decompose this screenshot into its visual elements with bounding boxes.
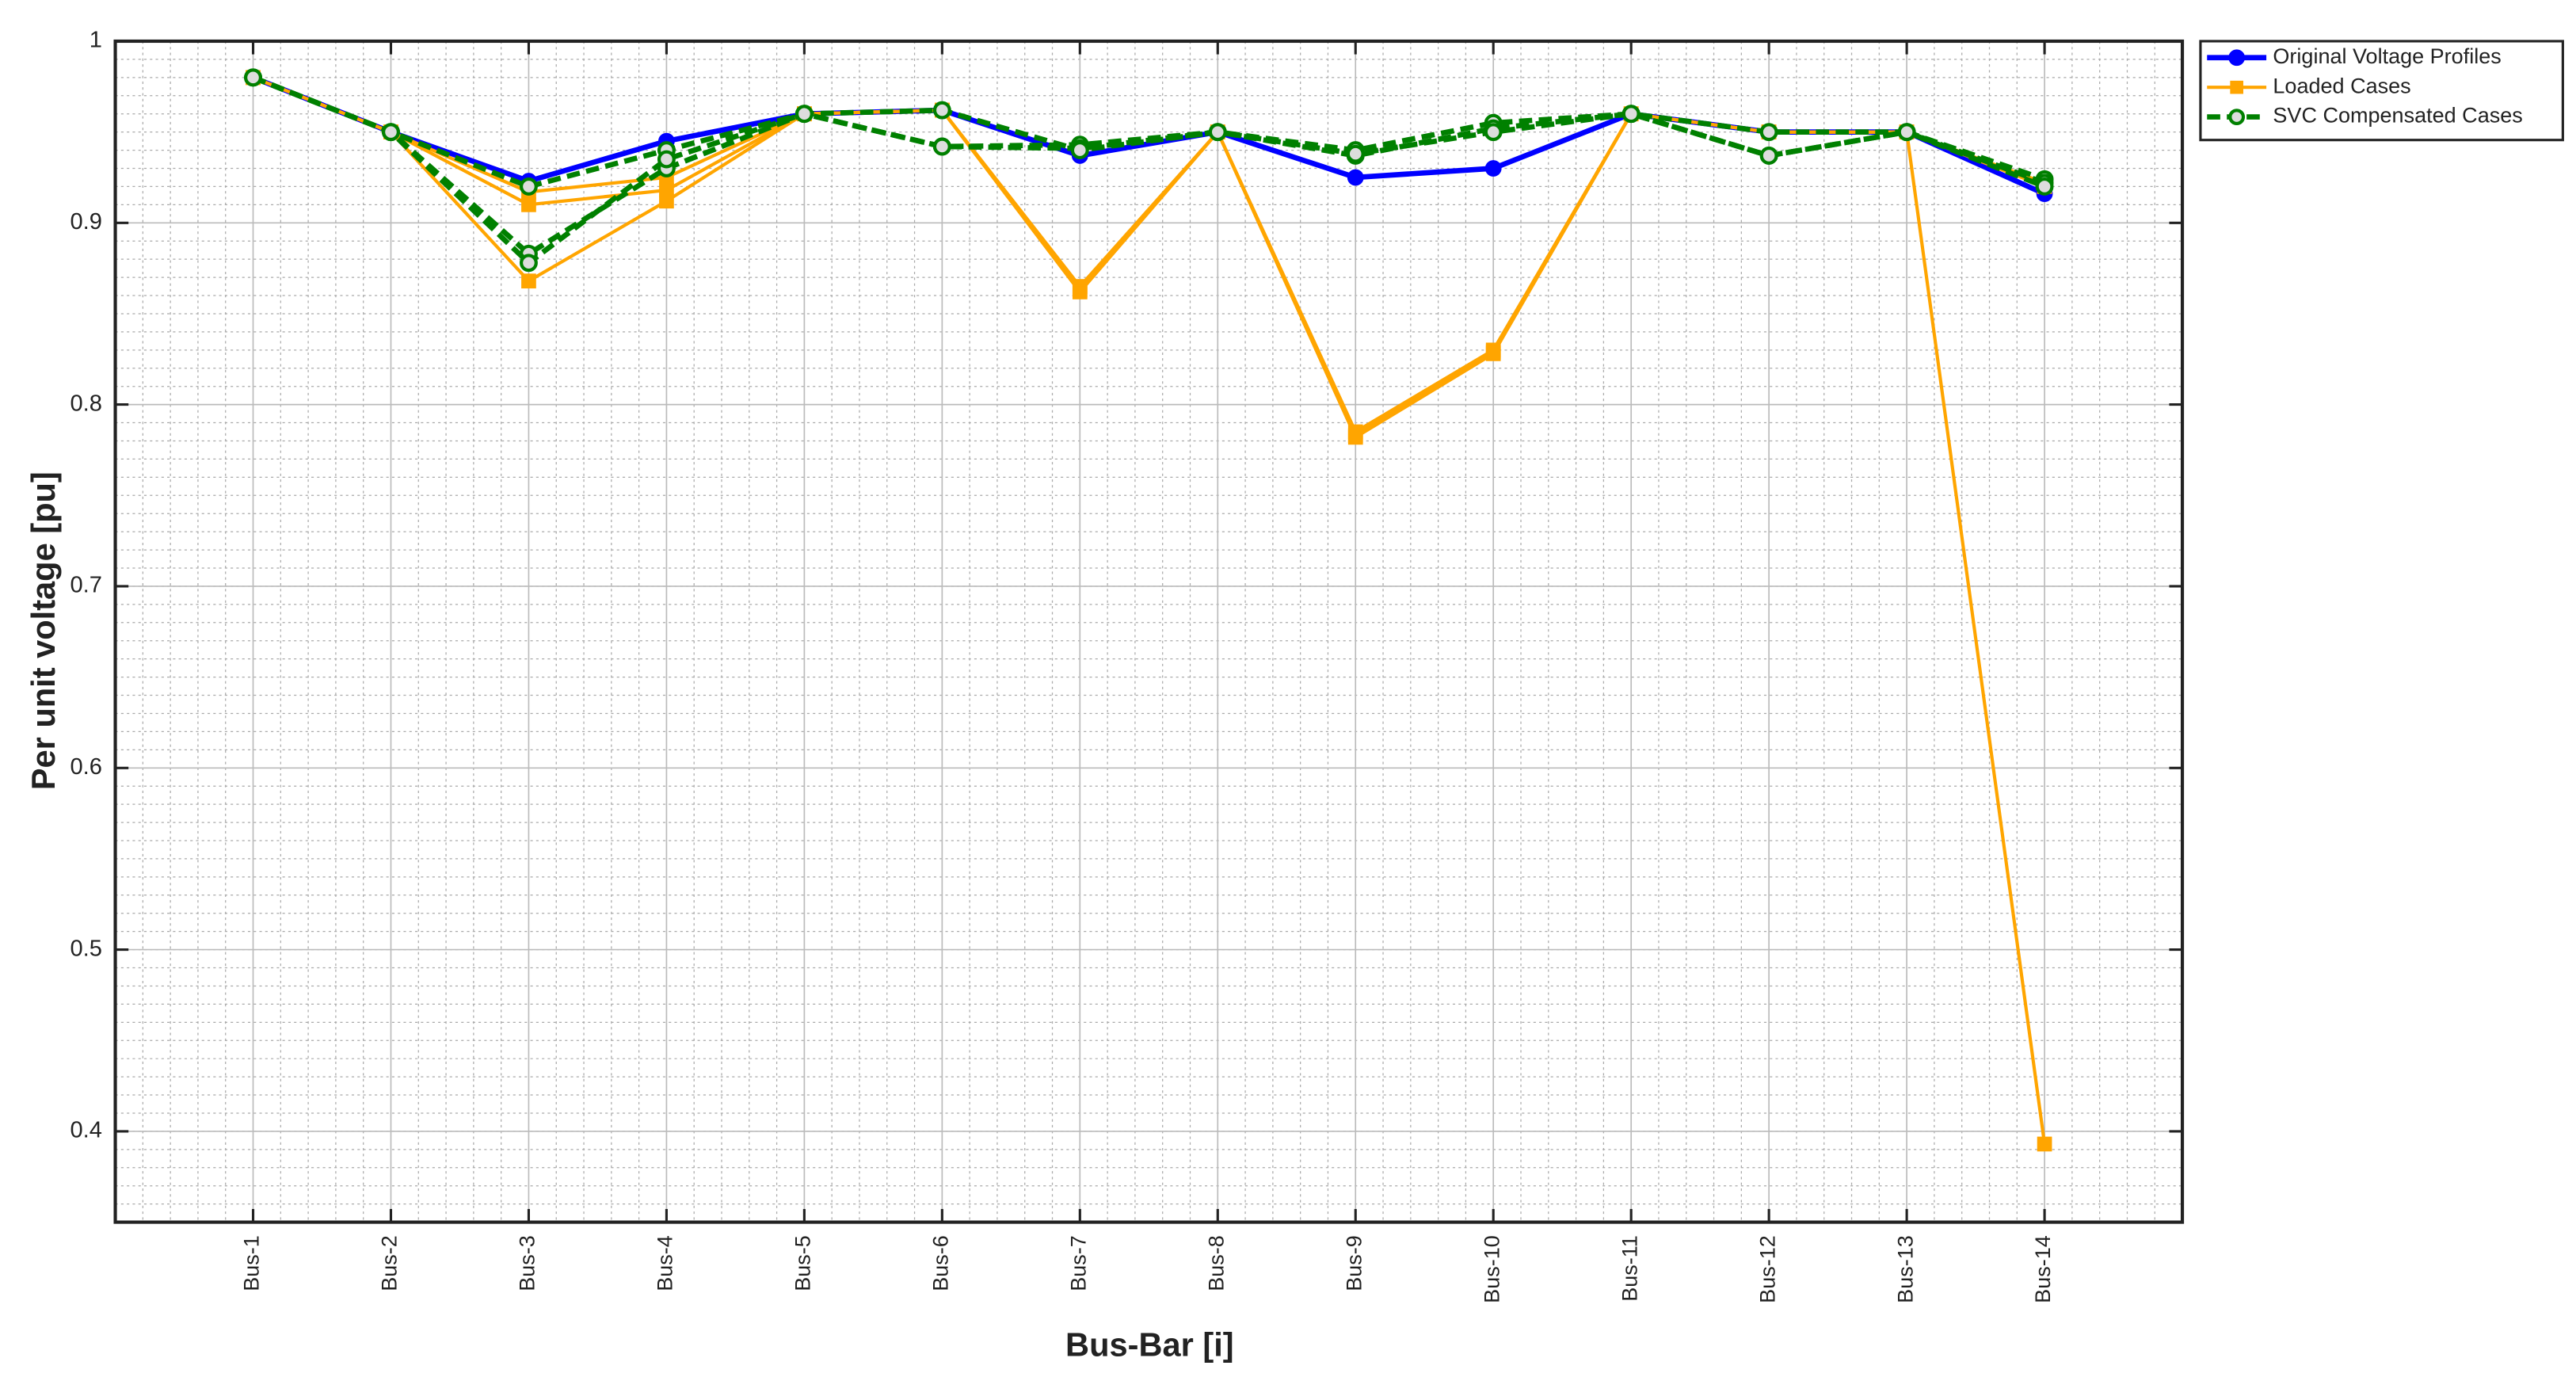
point — [657, 150, 676, 169]
point — [2035, 177, 2054, 196]
x-tick-label: Bus-9 — [1342, 1235, 1366, 1291]
x-tick-label: Bus-14 — [2031, 1235, 2055, 1303]
point — [244, 68, 262, 87]
x-tick-label: Bus-2 — [378, 1235, 402, 1291]
y-tick-label: 0.4 — [70, 1118, 101, 1143]
point — [659, 193, 674, 209]
point — [521, 273, 536, 289]
y-tick-label: 0.6 — [70, 754, 101, 780]
point — [1070, 141, 1089, 160]
point — [1208, 123, 1227, 142]
point — [1759, 147, 1778, 165]
y-tick-label: 0.7 — [70, 573, 101, 598]
y-tick-label: 0.5 — [70, 936, 101, 961]
x-tick-label: Bus-11 — [1618, 1235, 1641, 1302]
point — [1072, 284, 1088, 299]
x-tick-label: Bus-6 — [928, 1235, 952, 1291]
point — [1484, 160, 1502, 177]
y-tick-label: 1 — [90, 28, 102, 53]
x-tick-label: Bus-12 — [1755, 1235, 1779, 1303]
x-tick-label: Bus-10 — [1480, 1235, 1503, 1303]
legend-marker — [2230, 80, 2243, 94]
point — [1621, 105, 1640, 124]
legend-label: Loaded Cases — [2273, 74, 2410, 97]
point — [1484, 123, 1503, 142]
legend-label: SVC Compensated Cases — [2273, 104, 2522, 128]
point — [1347, 429, 1363, 445]
legend-marker — [2228, 49, 2246, 67]
y-tick-label: 0.8 — [70, 391, 101, 416]
point — [521, 197, 536, 212]
legend-marker — [2228, 109, 2246, 125]
point — [1759, 123, 1778, 142]
point — [932, 137, 951, 156]
plot-area — [115, 40, 2183, 1223]
legend-label: Original Voltage Profiles — [2273, 44, 2501, 68]
series-line — [252, 74, 2046, 266]
point — [932, 101, 951, 120]
x-tick-label: Bus-8 — [1204, 1235, 1228, 1291]
point — [1347, 169, 1364, 186]
point — [2037, 1136, 2052, 1152]
axes-box — [113, 39, 2185, 1224]
x-tick-label: Bus-13 — [1893, 1235, 1917, 1303]
series-line — [252, 74, 2046, 257]
point — [795, 105, 814, 124]
x-axis-label: Bus-Bar [i] — [1065, 1326, 1234, 1364]
x-tick-label: Bus-5 — [791, 1235, 815, 1291]
point — [1897, 123, 1916, 142]
x-tick-label: Bus-7 — [1066, 1235, 1090, 1291]
point — [382, 123, 400, 142]
point — [1485, 346, 1501, 361]
point — [520, 177, 538, 196]
y-tick-label: 0.9 — [70, 209, 101, 235]
x-tick-label: Bus-4 — [654, 1235, 677, 1291]
x-tick-label: Bus-1 — [240, 1235, 264, 1291]
x-tick-label: Bus-3 — [516, 1235, 539, 1291]
point — [1346, 144, 1365, 163]
point — [520, 254, 538, 273]
y-axis-label: Per unit voltage [pu] — [25, 471, 62, 790]
